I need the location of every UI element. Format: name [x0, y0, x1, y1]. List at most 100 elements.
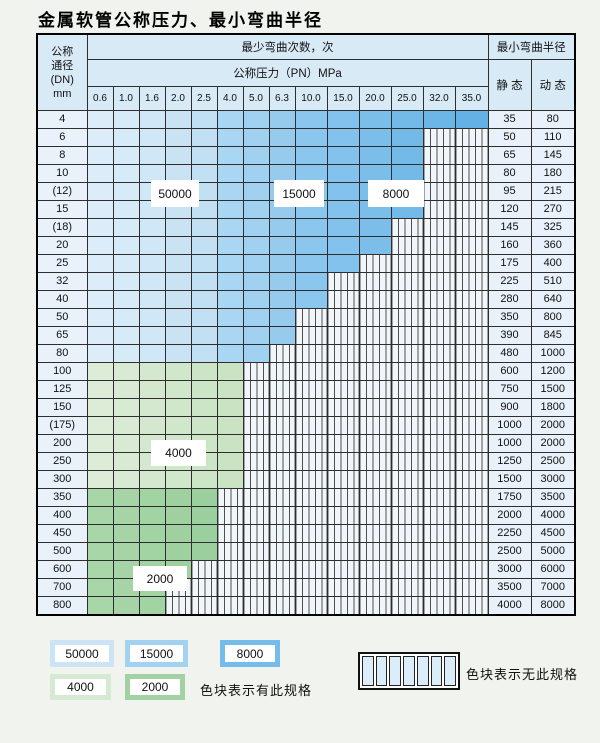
spec-cell	[112, 182, 140, 201]
dynamic-radius-cell: 2000	[530, 416, 576, 435]
dn-label-cell: 250	[36, 452, 88, 471]
static-radius-cell: 900	[487, 398, 532, 417]
legend-hasspec-label: 色块表示有此规格	[200, 683, 313, 698]
legend-swatch-50000: 50000	[50, 640, 114, 667]
nospec-cell	[422, 254, 456, 273]
spec-cell	[164, 506, 192, 525]
spec-cell	[216, 254, 244, 273]
dn-label-cell: (175)	[36, 416, 88, 435]
nospec-cell	[454, 218, 489, 237]
nospec-cell	[358, 308, 392, 327]
nospec-cell	[268, 578, 296, 597]
nospec-cell	[454, 488, 489, 507]
nospec-cell	[242, 380, 270, 399]
dn-header-line: mm	[53, 87, 72, 100]
dynamic-radius-cell: 110	[530, 128, 576, 147]
nospec-cell	[390, 488, 424, 507]
spec-cell	[216, 380, 244, 399]
dn-label-cell: 32	[36, 272, 88, 291]
nospec-cell	[422, 308, 456, 327]
nospec-cell	[216, 578, 244, 597]
nospec-cell	[294, 488, 328, 507]
static-radius-cell: 350	[487, 308, 532, 327]
nospec-cell	[390, 326, 424, 345]
table-row: 50 350 800	[36, 308, 576, 327]
nospec-cell	[216, 542, 244, 561]
nospec-cell	[422, 524, 456, 543]
dn-label-cell: 400	[36, 506, 88, 525]
spec-cell	[138, 380, 166, 399]
spec-cell	[268, 218, 296, 237]
dn-header-line: 通径	[51, 59, 74, 72]
spec-cell	[190, 362, 218, 381]
static-radius-cell: 65	[487, 146, 532, 165]
spec-cell	[326, 200, 360, 219]
nospec-cell	[358, 380, 392, 399]
nospec-cell	[294, 452, 328, 471]
nospec-cell	[326, 272, 360, 291]
nospec-cell	[294, 578, 328, 597]
spec-cell	[112, 506, 140, 525]
nospec-cell	[454, 236, 489, 255]
spec-cell	[190, 218, 218, 237]
dynamic-radius-cell: 3500	[530, 488, 576, 507]
table-row: 400 2000 4000	[36, 506, 576, 525]
static-radius-cell: 80	[487, 164, 532, 183]
spec-cell	[112, 362, 140, 381]
spec-cell	[294, 146, 328, 165]
spec-cell	[454, 110, 489, 129]
pressure-value-header: 1.6	[138, 86, 166, 111]
spec-cell	[164, 380, 192, 399]
static-radius-cell: 3500	[487, 578, 532, 597]
nospec-cell	[454, 200, 489, 219]
spec-cell	[242, 326, 270, 345]
radius-header: 最小弯曲半径	[487, 33, 576, 60]
nospec-cell	[268, 398, 296, 417]
spec-cell	[112, 254, 140, 273]
nospec-cell	[358, 524, 392, 543]
spec-cell	[164, 110, 192, 129]
spec-cell	[216, 236, 244, 255]
spec-cell	[112, 164, 140, 183]
dn-label-cell: 80	[36, 344, 88, 363]
nospec-cell	[294, 380, 328, 399]
nospec-cell	[268, 416, 296, 435]
pressure-value-header: 5.0	[242, 86, 270, 111]
nospec-cell	[422, 560, 456, 579]
dn-label-cell: 450	[36, 524, 88, 543]
spec-cell	[294, 272, 328, 291]
static-radius-cell: 750	[487, 380, 532, 399]
table-row: 4 35 80	[36, 110, 576, 129]
spec-cell	[216, 146, 244, 165]
nospec-cell	[268, 596, 296, 616]
pressure-value-header: 0.6	[86, 86, 114, 111]
spec-cell	[190, 524, 218, 543]
static-radius-cell: 120	[487, 200, 532, 219]
dn-label-cell: 4	[36, 110, 88, 129]
nospec-cell	[358, 488, 392, 507]
spec-cell	[216, 164, 244, 183]
nospec-cell	[358, 326, 392, 345]
nospec-cell	[454, 380, 489, 399]
dn-label-cell: 6	[36, 128, 88, 147]
table-row: 600 3000 6000	[36, 560, 576, 579]
spec-cell	[112, 200, 140, 219]
spec-cell	[112, 344, 140, 363]
nospec-cell	[326, 362, 360, 381]
static-radius-cell: 3000	[487, 560, 532, 579]
spec-cell	[358, 146, 392, 165]
spec-cell	[390, 128, 424, 147]
nospec-cell	[242, 524, 270, 543]
nospec-cell	[268, 362, 296, 381]
spec-cell	[242, 182, 270, 201]
spec-cell	[86, 596, 114, 616]
nospec-cell	[454, 506, 489, 525]
table-row: 40 280 640	[36, 290, 576, 309]
dn-label-cell: 15	[36, 200, 88, 219]
static-radius-cell: 1000	[487, 434, 532, 453]
spec-cell	[216, 326, 244, 345]
nospec-cell	[358, 452, 392, 471]
spec-cell	[390, 110, 424, 129]
dn-label-cell: 10	[36, 164, 88, 183]
nospec-cell	[242, 452, 270, 471]
